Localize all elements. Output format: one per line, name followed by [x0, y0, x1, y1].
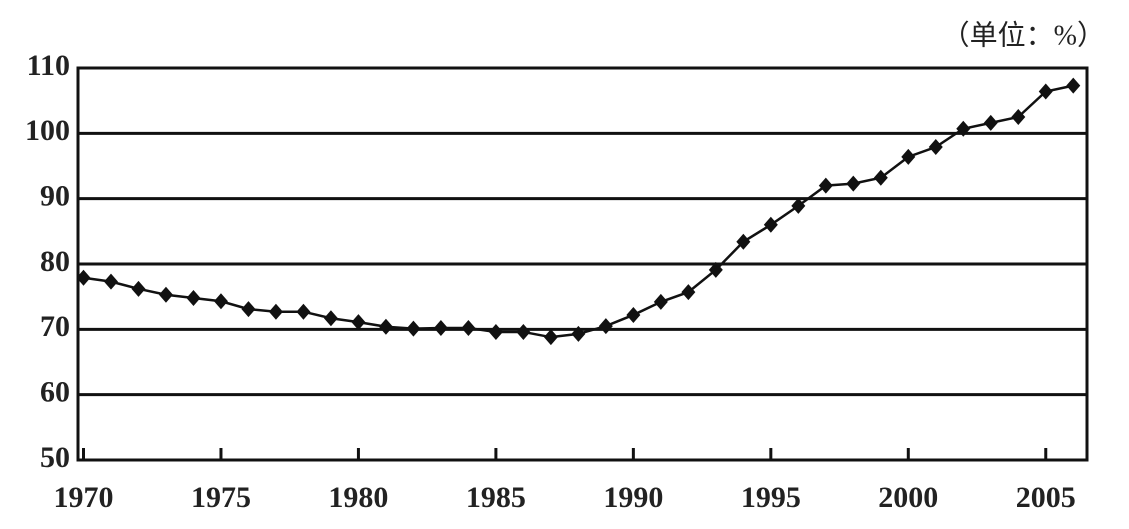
x-tick-label: 1970 [53, 481, 113, 514]
point [681, 284, 696, 301]
x-tick-label: 1990 [603, 481, 663, 514]
point [103, 273, 118, 290]
point [516, 323, 531, 340]
point [488, 323, 503, 340]
x-tick-label: 1975 [191, 481, 251, 514]
point [1038, 83, 1053, 100]
unit-label: （单位：%） [942, 19, 1105, 51]
y-tick-label: 60 [40, 376, 70, 409]
point [131, 280, 146, 297]
y-tick-label: 100 [25, 114, 70, 147]
y-tick-label: 90 [40, 180, 70, 213]
line [83, 84, 1074, 339]
point [378, 318, 393, 335]
point [76, 269, 91, 286]
point [461, 320, 476, 337]
point [186, 289, 201, 306]
point [653, 293, 668, 310]
point [901, 148, 916, 165]
point [983, 114, 998, 131]
point [351, 314, 366, 331]
point [1066, 77, 1081, 94]
y-tick-label: 50 [40, 441, 70, 474]
point [571, 325, 586, 342]
point [873, 169, 888, 186]
point [543, 329, 558, 346]
x-tick-label: 1985 [466, 481, 526, 514]
point [763, 216, 778, 233]
point [626, 306, 641, 323]
x-tick-label: 1995 [741, 481, 801, 514]
point [1011, 109, 1026, 125]
point [241, 301, 256, 318]
point [433, 320, 448, 337]
point [296, 303, 311, 320]
x-tick-label: 2000 [878, 481, 938, 514]
point [268, 303, 283, 320]
point [158, 286, 173, 303]
y-tick-label: 70 [40, 310, 70, 343]
point [928, 139, 943, 156]
point [846, 175, 861, 192]
x-tick-label: 2005 [1016, 481, 1076, 514]
point [736, 233, 751, 250]
point [818, 177, 833, 194]
y-tick-label: 80 [40, 245, 70, 278]
point [956, 120, 971, 137]
x-tick-label: 1980 [328, 481, 388, 514]
point [323, 310, 338, 327]
point [791, 197, 806, 214]
point [213, 293, 228, 310]
point [406, 320, 421, 337]
point [598, 318, 613, 335]
point [708, 261, 723, 278]
y-tick-label: 110 [27, 49, 70, 82]
